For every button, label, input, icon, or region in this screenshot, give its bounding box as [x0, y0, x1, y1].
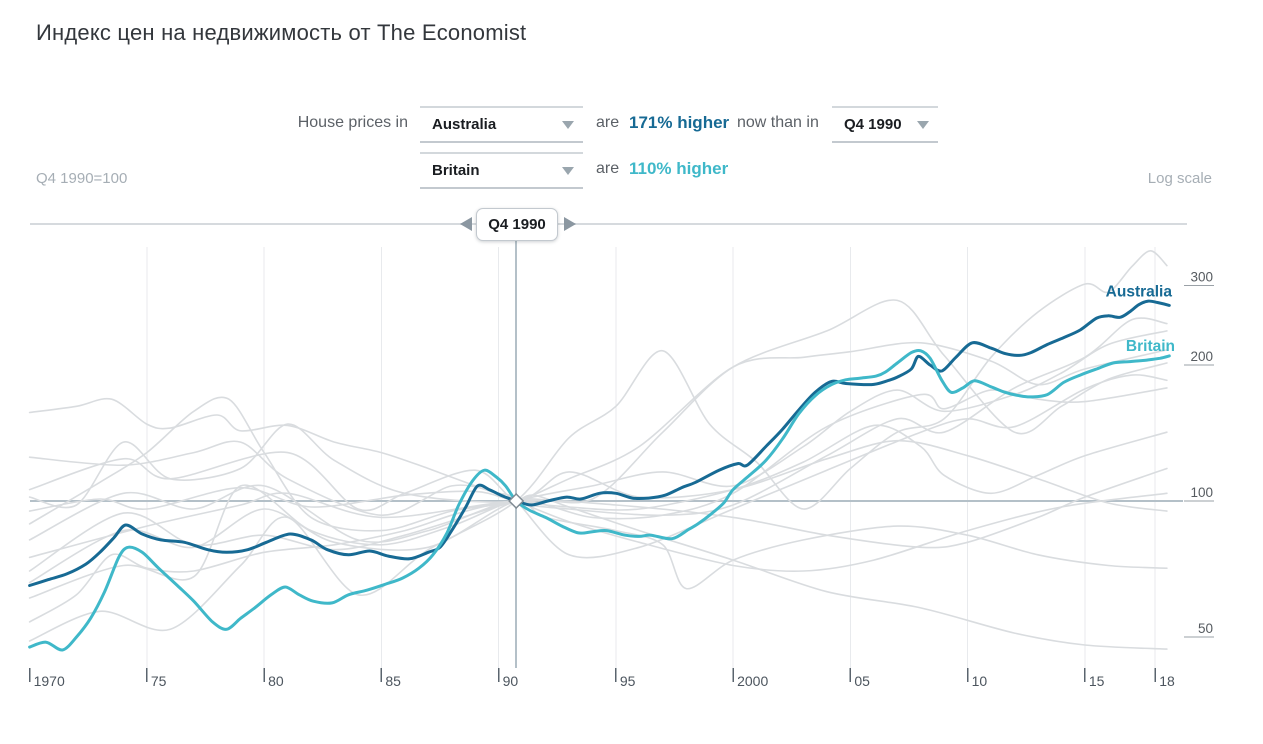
sentence-suffix: now than in [737, 114, 819, 131]
background-country-line-2[interactable] [28, 424, 1168, 512]
sentence-prefix: House prices in [297, 114, 408, 131]
slider-next-icon[interactable] [564, 217, 576, 231]
date-select[interactable]: Q4 1990 [832, 106, 938, 143]
sentence-are-1: are [596, 114, 620, 131]
index-base-note: Q4 1990=100 [36, 170, 128, 187]
x-tick-label-2005: 05 [854, 673, 870, 689]
page-title: Индекс цен на недвижимость от The Econom… [36, 20, 527, 45]
x-tick-label-1975: 75 [151, 673, 167, 689]
chevron-down-icon [562, 167, 574, 175]
x-tick-label-2015: 15 [1089, 673, 1105, 689]
y-tick-label-200: 200 [1190, 349, 1213, 364]
x-tick-label-1990: 90 [503, 673, 519, 689]
country-select-primary[interactable]: Australia [420, 106, 583, 143]
slider-prev-icon[interactable] [460, 217, 472, 231]
baseline-diamond-marker[interactable] [508, 492, 525, 510]
chevron-down-icon [562, 121, 574, 129]
y-tick-label-50: 50 [1198, 621, 1213, 636]
time-slider-handle[interactable]: Q4 1990 [476, 208, 558, 241]
series-line-britain[interactable] [28, 348, 1171, 652]
background-country-line-5[interactable] [28, 397, 1168, 572]
background-country-line-8[interactable] [28, 387, 1168, 543]
y-tick-label-100: 100 [1190, 485, 1213, 500]
x-tick-label-1985: 85 [385, 673, 401, 689]
chevron-down-icon [917, 121, 929, 129]
x-tick-label-2018: 18 [1159, 673, 1175, 689]
series-line-australia[interactable] [28, 299, 1171, 587]
percent-higher-britain: 110% higher [629, 159, 729, 178]
time-slider-track[interactable] [30, 223, 1187, 225]
sentence-are-2: are [596, 160, 620, 177]
x-tick-label-1980: 80 [268, 673, 284, 689]
country-select-secondary[interactable]: Britain [420, 152, 583, 189]
background-country-line-9[interactable] [28, 317, 1168, 517]
background-country-line-4[interactable] [28, 299, 1168, 584]
y-tick-label-300: 300 [1190, 269, 1213, 284]
background-country-line-10[interactable] [28, 249, 1168, 642]
log-scale-note: Log scale [1147, 170, 1212, 187]
background-country-line-7[interactable] [28, 423, 1168, 512]
country-select-secondary-value: Britain [432, 162, 480, 179]
country-select-primary-value: Australia [432, 116, 497, 133]
percent-higher-australia: 171% higher [629, 113, 730, 132]
x-tick-label-2000: 2000 [737, 673, 768, 689]
x-tick-label-1995: 95 [620, 673, 636, 689]
series-label-australia: Australia [1106, 283, 1173, 300]
x-tick-label-2010: 10 [972, 673, 988, 689]
background-country-line-6[interactable] [28, 341, 1168, 532]
background-country-line-3[interactable] [28, 374, 1168, 559]
x-tick-label-1970: 1970 [34, 673, 65, 689]
series-label-britain: Britain [1126, 338, 1175, 355]
date-select-value: Q4 1990 [844, 116, 902, 133]
time-slider-label: Q4 1990 [488, 216, 546, 233]
background-country-line-13[interactable] [28, 484, 1168, 599]
background-country-line-12[interactable] [28, 467, 1168, 559]
